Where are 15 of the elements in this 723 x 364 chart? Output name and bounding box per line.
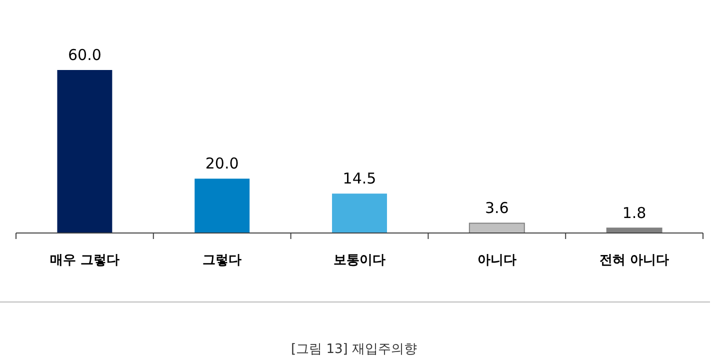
bar — [194, 178, 250, 233]
x-tick-label: 보통이다 — [334, 253, 386, 268]
x-tick-label: 아니다 — [477, 253, 516, 268]
x-tick-label: 그렇다 — [202, 253, 242, 268]
x-tick-label: 매우 그렇다 — [50, 253, 120, 268]
data-label: 1.8 — [622, 204, 646, 222]
data-label: 60.0 — [68, 46, 102, 64]
bar — [57, 70, 112, 233]
bar — [332, 194, 387, 233]
bar — [468, 222, 525, 234]
data-label: 20.0 — [205, 154, 239, 173]
text: [그림 13] 재입주의향 — [291, 342, 417, 357]
data-label: 3.6 — [484, 199, 509, 218]
data-label: 14.5 — [342, 170, 376, 188]
x-tick-label: 전혀 아니다 — [600, 253, 670, 268]
